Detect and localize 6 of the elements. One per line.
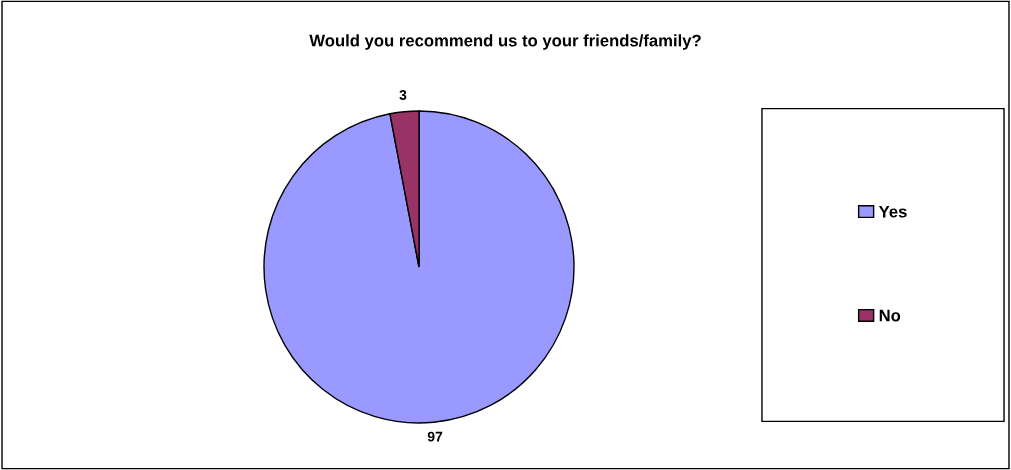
- data-label: 3: [399, 90, 407, 100]
- pie-slice: [263, 110, 575, 424]
- legend-label: Yes: [878, 205, 907, 218]
- legend-label: No: [879, 309, 901, 322]
- data-label: 97: [427, 431, 443, 442]
- chart-title: Would you recommend us to your friends/family?: [309, 34, 701, 50]
